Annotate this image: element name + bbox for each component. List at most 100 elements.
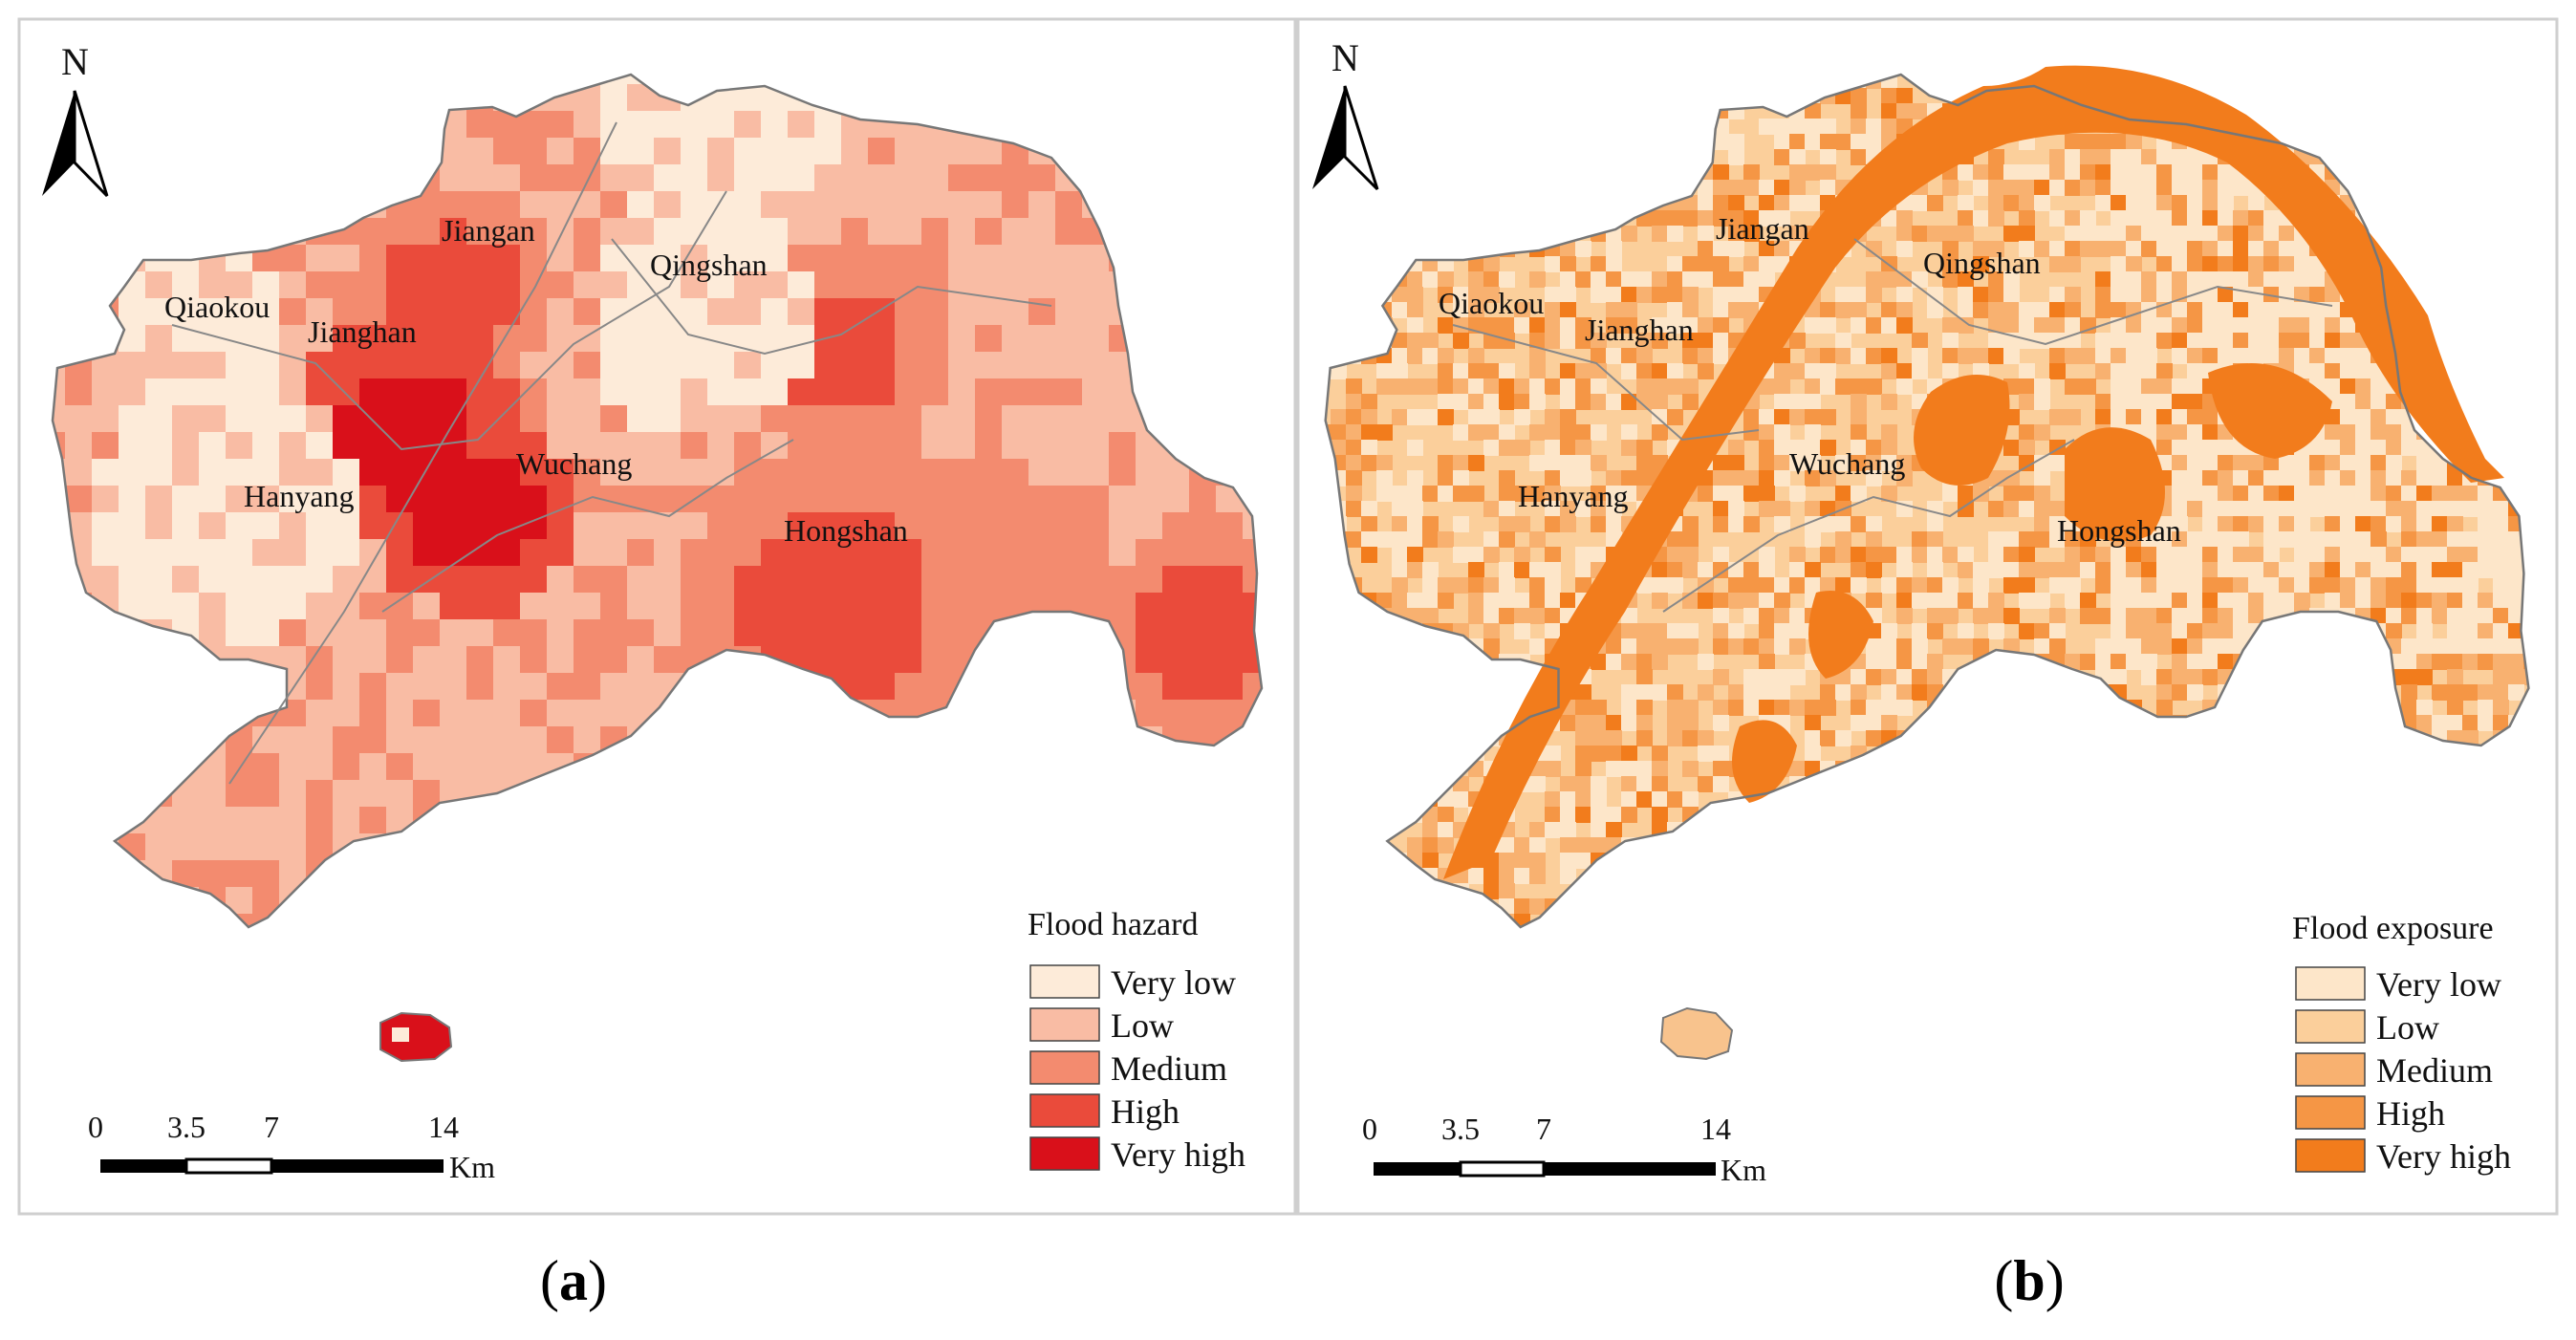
exposure-cell	[1698, 746, 1714, 762]
exposure-cell	[1667, 378, 1683, 395]
exposure-cell	[1606, 807, 1622, 823]
exposure-cell	[1973, 164, 1989, 181]
exposure-cell	[1453, 333, 1469, 349]
exposure-cell	[1912, 271, 1928, 288]
exposure-cell	[1942, 363, 1959, 379]
exposure-cell	[2294, 317, 2310, 334]
exposure-cell	[1912, 669, 1928, 685]
exposure-cell	[2095, 348, 2111, 364]
exposure-cell	[1988, 180, 2004, 196]
hazard-cell	[413, 486, 441, 513]
hazard-cell	[921, 298, 949, 326]
hazard-cell	[252, 807, 280, 834]
exposure-cell	[1514, 394, 1530, 410]
exposure-cell	[2003, 287, 2020, 303]
exposure-cell	[1743, 608, 1760, 624]
hazard-cell	[574, 646, 601, 674]
exposure-cell	[2416, 547, 2433, 563]
exposure-cell	[2248, 333, 2264, 349]
hazard-cell	[895, 432, 922, 460]
hazard-cell	[333, 352, 360, 379]
hazard-cell	[814, 486, 842, 513]
exposure-cell	[2416, 669, 2433, 685]
hazard-cell	[520, 298, 548, 326]
exposure-cell	[1820, 164, 1836, 181]
hazard-cell	[734, 218, 762, 246]
exposure-cell	[1912, 654, 1928, 670]
exposure-cell	[2065, 547, 2081, 563]
exposure-cell	[2386, 409, 2402, 425]
exposure-cell	[2233, 531, 2249, 548]
hazard-cell	[1136, 539, 1163, 567]
hazard-cell	[306, 700, 334, 727]
exposure-cell	[2202, 317, 2219, 334]
exposure-cell	[1621, 302, 1637, 318]
exposure-cell	[1407, 486, 1423, 502]
hazard-cell	[466, 593, 494, 620]
hazard-cell	[493, 164, 521, 192]
exposure-cell	[2493, 669, 2509, 685]
hazard-cell	[681, 271, 708, 299]
exposure-cell	[2034, 333, 2050, 349]
hazard-cell	[707, 245, 735, 272]
hazard-cell	[252, 780, 280, 808]
exposure-cell	[1575, 807, 1591, 823]
exposure-cell	[2156, 394, 2173, 410]
exposure-cell	[2187, 424, 2203, 441]
exposure-cell	[2003, 440, 2020, 456]
hazard-cell	[466, 218, 494, 246]
exposure-cell	[1667, 271, 1683, 288]
exposure-cell	[2432, 654, 2448, 670]
hazard-cell	[654, 245, 682, 272]
exposure-cell	[1453, 424, 1469, 441]
exposure-cell	[1759, 684, 1775, 701]
exposure-cell	[1453, 577, 1469, 594]
exposure-cell	[1529, 348, 1546, 364]
exposure-cell	[1774, 195, 1790, 211]
hazard-cell	[868, 352, 896, 379]
hazard-cell	[386, 726, 414, 754]
hazard-cell	[252, 271, 280, 299]
exposure-cell	[2187, 348, 2203, 364]
hazard-cell	[948, 191, 976, 219]
exposure-cell	[1866, 547, 1882, 563]
exposure-cell	[1361, 547, 1377, 563]
exposure-cell	[1927, 226, 1943, 242]
hazard-cell	[493, 593, 521, 620]
exposure-cell	[2111, 378, 2127, 395]
hazard-cell	[199, 780, 227, 808]
hazard-cell	[172, 512, 200, 540]
exposure-cell	[2065, 562, 2081, 578]
hazard-cell	[145, 833, 173, 861]
exposure-cell	[1422, 348, 1439, 364]
hazard-cell	[252, 833, 280, 861]
exposure-cell	[1575, 271, 1591, 288]
hazard-cell	[1055, 512, 1083, 540]
exposure-cell	[2309, 455, 2326, 471]
exposure-cell	[1835, 378, 1851, 395]
exposure-cell	[1514, 409, 1530, 425]
exposure-cell	[2126, 363, 2142, 379]
exposure-cell	[2034, 486, 2050, 502]
hazard-cell	[921, 325, 949, 353]
hazard-cell	[921, 619, 949, 647]
exposure-cell	[2416, 531, 2433, 548]
exposure-cell	[1545, 623, 1561, 639]
exposure-cell	[2493, 531, 2509, 548]
exposure-cell	[2141, 623, 2157, 639]
scale-bar: 0 3.5 7 14 Km	[88, 1110, 495, 1184]
exposure-cell	[1866, 317, 1882, 334]
exposure-cell	[1881, 103, 1897, 119]
hazard-cell	[493, 245, 521, 272]
hazard-cell	[948, 566, 976, 594]
hazard-cell	[440, 298, 467, 326]
hazard-cell	[841, 566, 869, 594]
exposure-cell	[1988, 348, 2004, 364]
exposure-cell	[1621, 623, 1637, 639]
exposure-cell	[1667, 226, 1683, 242]
exposure-cell	[1468, 378, 1484, 395]
hazard-cell	[1189, 593, 1217, 620]
exposure-cell	[1805, 134, 1821, 150]
exposure-cell	[2019, 363, 2035, 379]
exposure-cell	[1743, 593, 1760, 609]
